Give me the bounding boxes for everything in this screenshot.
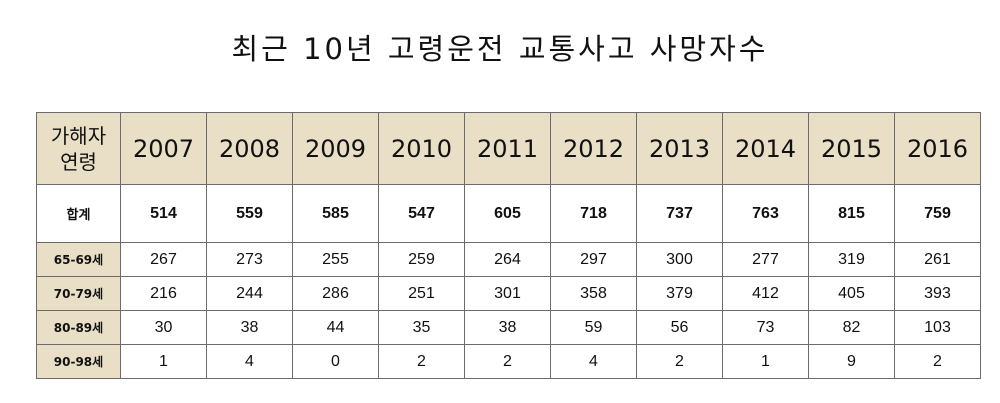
year-header: 2014: [722, 112, 809, 185]
table-cell: 559: [206, 184, 293, 243]
corner-label-line2: 연령: [60, 149, 97, 174]
table-cell: 267: [120, 242, 207, 277]
header-row: 가해자 연령 2007 2008 2009 2010 2011 2012 201…: [36, 112, 981, 185]
corner-header: 가해자 연령: [36, 112, 121, 185]
age-row: 70-79세 216 244 286 251 301 358 379 412 4…: [36, 276, 981, 311]
table-cell: 2: [894, 344, 981, 379]
table-cell: 2: [378, 344, 465, 379]
row-label: 90-98세: [36, 344, 121, 379]
table-cell: 297: [550, 242, 637, 277]
corner-label-line1: 가해자: [50, 123, 107, 148]
year-header: 2007: [120, 112, 207, 185]
year-header: 2015: [808, 112, 895, 185]
table-cell: 379: [636, 276, 723, 311]
table-cell: 73: [722, 310, 809, 345]
table-cell: 259: [378, 242, 465, 277]
table-cell: 286: [292, 276, 379, 311]
table-cell: 59: [550, 310, 637, 345]
table-cell: 358: [550, 276, 637, 311]
table-cell: 277: [722, 242, 809, 277]
table-cell: 44: [292, 310, 379, 345]
table-cell: 82: [808, 310, 895, 345]
year-header: 2010: [378, 112, 465, 185]
table-cell: 251: [378, 276, 465, 311]
year-header: 2008: [206, 112, 293, 185]
table-cell: 1: [120, 344, 207, 379]
table-cell: 737: [636, 184, 723, 243]
table-cell: 4: [550, 344, 637, 379]
table-cell: 264: [464, 242, 551, 277]
table-cell: 4: [206, 344, 293, 379]
year-header: 2016: [894, 112, 981, 185]
table-cell: 319: [808, 242, 895, 277]
table-cell: 244: [206, 276, 293, 311]
table-cell: 1: [722, 344, 809, 379]
row-label: 70-79세: [36, 276, 121, 311]
table-cell: 412: [722, 276, 809, 311]
table-cell: 38: [464, 310, 551, 345]
table-cell: 30: [120, 310, 207, 345]
year-header: 2009: [292, 112, 379, 185]
table-cell: 2: [636, 344, 723, 379]
table-cell: 300: [636, 242, 723, 277]
year-header: 2013: [636, 112, 723, 185]
table-cell: 103: [894, 310, 981, 345]
row-label: 합계: [36, 184, 121, 243]
table-cell: 585: [292, 184, 379, 243]
table-cell: 273: [206, 242, 293, 277]
age-row: 65-69세 267 273 255 259 264 297 300 277 3…: [36, 242, 981, 277]
table-cell: 35: [378, 310, 465, 345]
age-row: 90-98세 1 4 0 2 2 4 2 1 9 2: [36, 344, 981, 379]
row-label: 80-89세: [36, 310, 121, 345]
table-cell: 759: [894, 184, 981, 243]
table-cell: 393: [894, 276, 981, 311]
table-cell: 514: [120, 184, 207, 243]
table-cell: 301: [464, 276, 551, 311]
table-cell: 763: [722, 184, 809, 243]
chart-title: 최근 10년 고령운전 교통사고 사망자수: [231, 32, 769, 66]
year-header: 2012: [550, 112, 637, 185]
table-cell: 255: [292, 242, 379, 277]
table-cell: 547: [378, 184, 465, 243]
table-cell: 605: [464, 184, 551, 243]
table-cell: 0: [292, 344, 379, 379]
table-cell: 56: [636, 310, 723, 345]
age-row: 80-89세 30 38 44 35 38 59 56 73 82 103: [36, 310, 981, 345]
fatality-table: 가해자 연령 2007 2008 2009 2010 2011 2012 201…: [36, 112, 981, 379]
table-cell: 815: [808, 184, 895, 243]
table-cell: 38: [206, 310, 293, 345]
table-cell: 718: [550, 184, 637, 243]
table-cell: 216: [120, 276, 207, 311]
year-header: 2011: [464, 112, 551, 185]
row-label: 65-69세: [36, 242, 121, 277]
table-cell: 9: [808, 344, 895, 379]
table-cell: 405: [808, 276, 895, 311]
table-cell: 261: [894, 242, 981, 277]
total-row: 합계 514 559 585 547 605 718 737 763 815 7…: [36, 184, 981, 243]
table-cell: 2: [464, 344, 551, 379]
